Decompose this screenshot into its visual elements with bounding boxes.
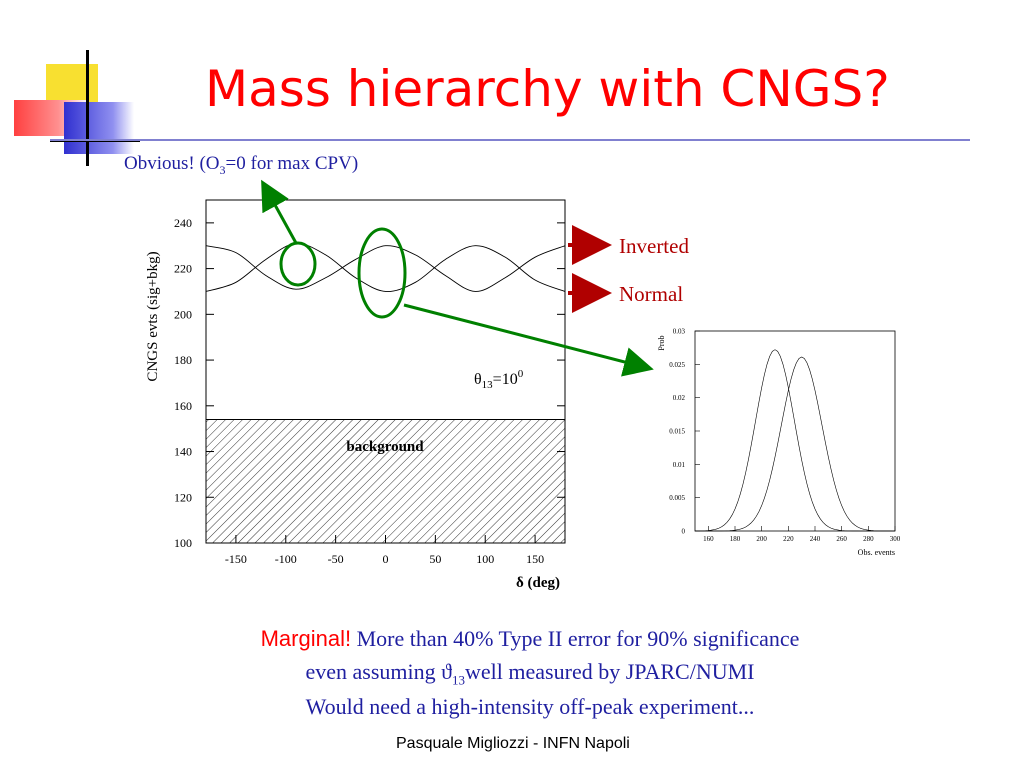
background-annotation: background (346, 439, 424, 455)
decor-blue-block (64, 102, 134, 154)
inset-x-tick-label: 200 (756, 535, 767, 543)
footer: Pasquale Migliozzi - INFN Napoli (396, 735, 630, 752)
y-tick-label: 120 (174, 490, 192, 504)
y-tick-label: 240 (174, 216, 192, 230)
x-tick-label: 100 (476, 552, 494, 566)
x-tick-label: -150 (225, 552, 247, 566)
series-line-normal (205, 242, 566, 292)
subtitle: Obvious! (O3=0 for max CPV) (124, 153, 358, 178)
inset-x-tick-label: 160 (703, 535, 714, 543)
x-tick-label: -50 (328, 552, 344, 566)
inset-x-tick-label: 220 (783, 535, 794, 543)
inset-y-tick-label: 0.015 (669, 428, 685, 436)
y-tick-label: 220 (174, 262, 192, 276)
y-tick-label: 200 (174, 307, 192, 321)
bottom-line-3: Would need a high-intensity off-peak exp… (305, 693, 755, 719)
subtitle-subscript: 3 (219, 162, 226, 177)
inset-y-tick-label: 0.01 (673, 461, 686, 469)
inset-distribution-curve-2 (695, 356, 896, 532)
subtitle-part-a: Obvious! (O (124, 153, 220, 174)
bottom-line-2-b: well measured by JPARC/NUMI (465, 659, 755, 684)
inset-y-tick-label: 0.005 (669, 494, 685, 502)
x-tick-label: 50 (429, 552, 441, 566)
green-arrow-to-inset (403, 303, 654, 377)
legend-label-normal: Normal (619, 282, 683, 306)
inset-x-tick-label: 240 (810, 535, 821, 543)
subtitle-part-b: =0 for max CPV) (225, 153, 359, 174)
inset-x-tick-label: 260 (836, 535, 847, 543)
background-hatch (206, 419, 565, 543)
inset-x-tick-label: 280 (863, 535, 874, 543)
separation-highlight-ellipse (357, 227, 407, 319)
slide-title: Mass hierarchy with CNGS? (205, 60, 890, 118)
theta-annotation: θ13=100 (474, 368, 524, 391)
decor-vertical-line (86, 50, 89, 166)
inset-plot-frame (694, 330, 896, 532)
inset-y-axis-label: Prob (657, 335, 666, 350)
x-axis-label: δ (deg) (516, 575, 560, 591)
inset-x-tick-label: 300 (890, 535, 901, 543)
crossing-highlight-ellipse (279, 241, 317, 287)
inset-y-tick-label: 0 (682, 528, 686, 536)
y-tick-label: 140 (174, 445, 192, 459)
bottom-line-2-sub: 13 (452, 672, 466, 688)
title-rule (50, 139, 970, 141)
y-tick-label: 100 (174, 536, 192, 550)
inset-y-tick-label: 0.03 (673, 328, 686, 336)
marginal-label: Marginal! (260, 626, 352, 651)
inset-x-tick-label: 180 (730, 535, 741, 543)
y-tick-label: 160 (174, 399, 192, 413)
inset-x-axis-label: Obs. events (858, 548, 895, 557)
y-tick-label: 180 (174, 353, 192, 367)
x-tick-label: 150 (526, 552, 544, 566)
inset-y-tick-label: 0.025 (669, 361, 685, 369)
bottom-line-1: Marginal! More than 40% Type II error fo… (150, 622, 910, 655)
bottom-line-2: even assuming ϑ13well measured by JPARC/… (150, 655, 910, 690)
y-axis-label: CNGS evts (sig+bkg) (145, 251, 161, 381)
green-arrow-to-subtitle (261, 179, 298, 244)
x-tick-label: 0 (383, 552, 389, 566)
x-tick-label: -100 (275, 552, 297, 566)
legend-label-inverted: Inverted (619, 234, 689, 258)
inset-y-tick-label: 0.02 (673, 394, 686, 402)
bottom-line-1-rest: More than 40% Type II error for 90% sign… (351, 626, 800, 651)
series-line-inverted (205, 245, 566, 292)
bottom-line-2-a: even assuming ϑ (305, 659, 453, 684)
bottom-text: Marginal! More than 40% Type II error fo… (150, 622, 910, 723)
inset-distribution-curve-1 (694, 349, 895, 532)
